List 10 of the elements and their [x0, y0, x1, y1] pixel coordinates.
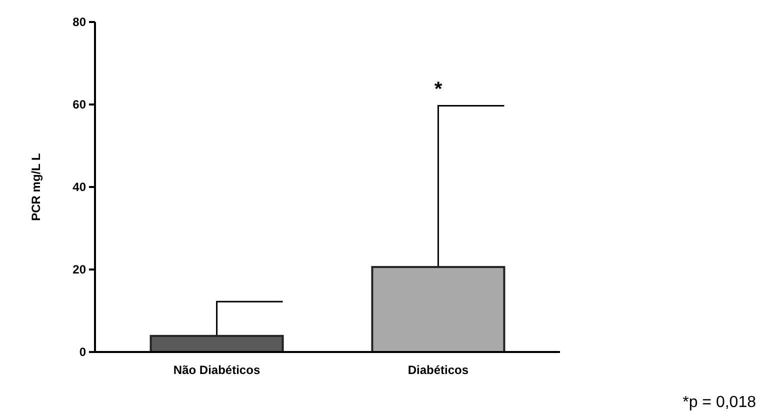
y-tick-label: 40	[72, 180, 86, 194]
y-tick-label: 80	[72, 15, 86, 30]
y-tick-label: 60	[72, 98, 86, 112]
y-tick-label: 20	[72, 262, 86, 277]
x-tick-label: Não Diabéticos	[173, 363, 260, 377]
text: *p = 0,018	[682, 394, 756, 411]
y-axis-title: PCR mg/L L	[29, 153, 43, 221]
x-tick-label: Diabéticos	[408, 363, 469, 377]
annotation: *	[434, 78, 442, 101]
y-tick-label: 0	[79, 345, 86, 360]
